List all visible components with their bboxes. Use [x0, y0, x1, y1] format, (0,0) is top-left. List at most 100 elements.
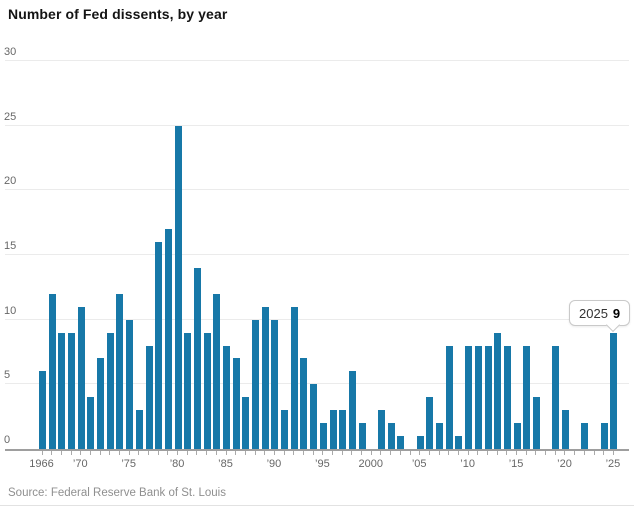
- x-axis-label-1966: 1966: [29, 458, 54, 470]
- x-axis-label-1990: ’90: [266, 458, 282, 470]
- y-axis-label-25: 25: [4, 110, 17, 123]
- x-axis-label-2000: 2000: [358, 458, 384, 470]
- bar-1977[interactable]: [145, 345, 153, 449]
- bar-2014[interactable]: [503, 345, 511, 449]
- gridline-5: [5, 383, 629, 385]
- bar-2011[interactable]: [474, 345, 482, 449]
- x-tick-1993: [302, 451, 304, 455]
- x-tick-2024: [603, 451, 605, 455]
- bar-2002[interactable]: [387, 423, 395, 449]
- x-tick-2007: [438, 451, 440, 455]
- bar-1974[interactable]: [116, 293, 124, 449]
- gridline-15: [5, 254, 629, 255]
- bar-2019[interactable]: [552, 345, 560, 449]
- bar-2006[interactable]: [426, 397, 434, 449]
- x-tick-1976: [138, 451, 140, 455]
- bar-1971[interactable]: [87, 397, 95, 449]
- bar-1990[interactable]: [271, 319, 279, 449]
- bar-1985[interactable]: [223, 345, 230, 449]
- x-tick-1966: [41, 451, 43, 455]
- x-tick-2022: [583, 451, 585, 455]
- tooltip: 2025 9: [569, 300, 631, 326]
- x-tick-1979: [167, 451, 169, 455]
- x-tick-2009: [457, 451, 459, 455]
- x-tick-2001: [380, 451, 382, 455]
- bar-2007[interactable]: [436, 423, 444, 449]
- x-tick-2006: [428, 451, 430, 455]
- bar-1991[interactable]: [281, 410, 289, 449]
- bar-2017[interactable]: [532, 397, 540, 449]
- bar-1997[interactable]: [339, 410, 347, 449]
- bar-1983[interactable]: [203, 332, 211, 449]
- bar-1969[interactable]: [68, 332, 76, 449]
- x-tick-2008: [448, 451, 450, 455]
- x-axis-label-2025: ’25: [605, 458, 621, 470]
- bar-1982[interactable]: [193, 267, 201, 449]
- y-axis-label-5: 5: [4, 369, 11, 382]
- bar-2025[interactable]: [610, 332, 618, 449]
- x-tick-1985: [225, 451, 227, 455]
- bar-2016[interactable]: [523, 345, 531, 449]
- bar-1992[interactable]: [290, 306, 298, 449]
- bar-1973[interactable]: [106, 332, 114, 449]
- bar-2013[interactable]: [494, 332, 502, 449]
- x-tick-1970: [80, 451, 82, 455]
- bar-1989[interactable]: [261, 306, 269, 449]
- x-tick-2016: [525, 451, 527, 455]
- x-axis-label-1985: ’85: [218, 458, 233, 470]
- x-axis-label-1980: ’80: [169, 458, 185, 470]
- bar-1978[interactable]: [155, 242, 163, 449]
- x-tick-1982: [196, 451, 198, 455]
- bar-2009[interactable]: [455, 436, 463, 449]
- bar-1967[interactable]: [48, 293, 56, 449]
- bar-1968[interactable]: [58, 332, 66, 449]
- chart-title: Number of Fed dissents, by year: [8, 6, 228, 22]
- x-tick-1987: [244, 451, 246, 455]
- bar-1979[interactable]: [164, 229, 172, 449]
- bar-1984[interactable]: [213, 293, 221, 449]
- bar-1987[interactable]: [242, 397, 250, 449]
- bar-1995[interactable]: [319, 423, 327, 449]
- bar-1975[interactable]: [126, 319, 134, 449]
- x-tick-2020: [564, 451, 566, 455]
- x-tick-2012: [487, 451, 488, 455]
- bar-2001[interactable]: [377, 410, 385, 449]
- bar-2008[interactable]: [445, 345, 453, 449]
- bar-1976[interactable]: [135, 410, 143, 449]
- x-tick-2010: [467, 451, 469, 455]
- bar-1970[interactable]: [77, 306, 85, 449]
- x-axis-line: [5, 449, 629, 451]
- bar-1986[interactable]: [232, 358, 240, 449]
- x-tick-1977: [148, 451, 150, 455]
- x-tick-2002: [390, 451, 392, 455]
- gridline-10: [5, 318, 629, 320]
- x-tick-2015: [516, 451, 518, 455]
- bar-1988[interactable]: [252, 319, 260, 449]
- bar-2012[interactable]: [484, 345, 492, 449]
- bar-1972[interactable]: [97, 358, 105, 449]
- bar-1999[interactable]: [358, 423, 366, 449]
- x-tick-2013: [496, 451, 498, 455]
- bar-2005[interactable]: [416, 436, 424, 449]
- bar-1993[interactable]: [300, 358, 308, 449]
- x-tick-2000: [370, 451, 372, 455]
- x-tick-1971: [89, 451, 91, 455]
- bar-2020[interactable]: [561, 410, 569, 449]
- bar-1994[interactable]: [310, 384, 318, 449]
- bar-1996[interactable]: [329, 410, 337, 449]
- x-axis-label-2005: ’05: [411, 458, 427, 470]
- bar-2003[interactable]: [397, 436, 405, 449]
- bar-2015[interactable]: [513, 423, 521, 449]
- x-tick-1992: [293, 451, 295, 455]
- x-tick-2005: [419, 451, 421, 455]
- x-tick-1999: [361, 451, 363, 455]
- x-tick-1969: [70, 451, 72, 455]
- bar-1998[interactable]: [348, 371, 356, 449]
- bar-1980[interactable]: [174, 125, 182, 449]
- bar-2024[interactable]: [600, 423, 608, 449]
- bar-2022[interactable]: [581, 423, 589, 449]
- bar-2010[interactable]: [465, 345, 473, 449]
- bar-1966[interactable]: [39, 371, 46, 449]
- bar-1981[interactable]: [184, 332, 192, 449]
